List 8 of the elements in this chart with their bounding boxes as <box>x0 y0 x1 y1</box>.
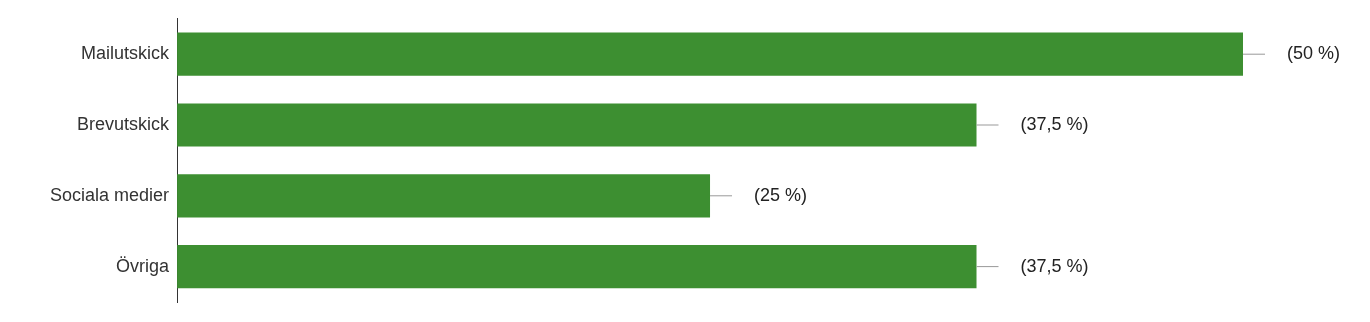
y-tick-label: Övriga <box>116 255 171 276</box>
data-label: (50 %) <box>1287 43 1341 64</box>
y-tick-label: Brevutskick <box>77 113 171 134</box>
data-label: (37,5 %) <box>1020 255 1089 276</box>
y-tick-label: Mailutskick <box>81 43 171 64</box>
data-label: (25 %) <box>754 184 808 205</box>
y-tick-label: Sociala medier <box>49 184 170 205</box>
data-label: (37,5 %) <box>1020 113 1089 134</box>
